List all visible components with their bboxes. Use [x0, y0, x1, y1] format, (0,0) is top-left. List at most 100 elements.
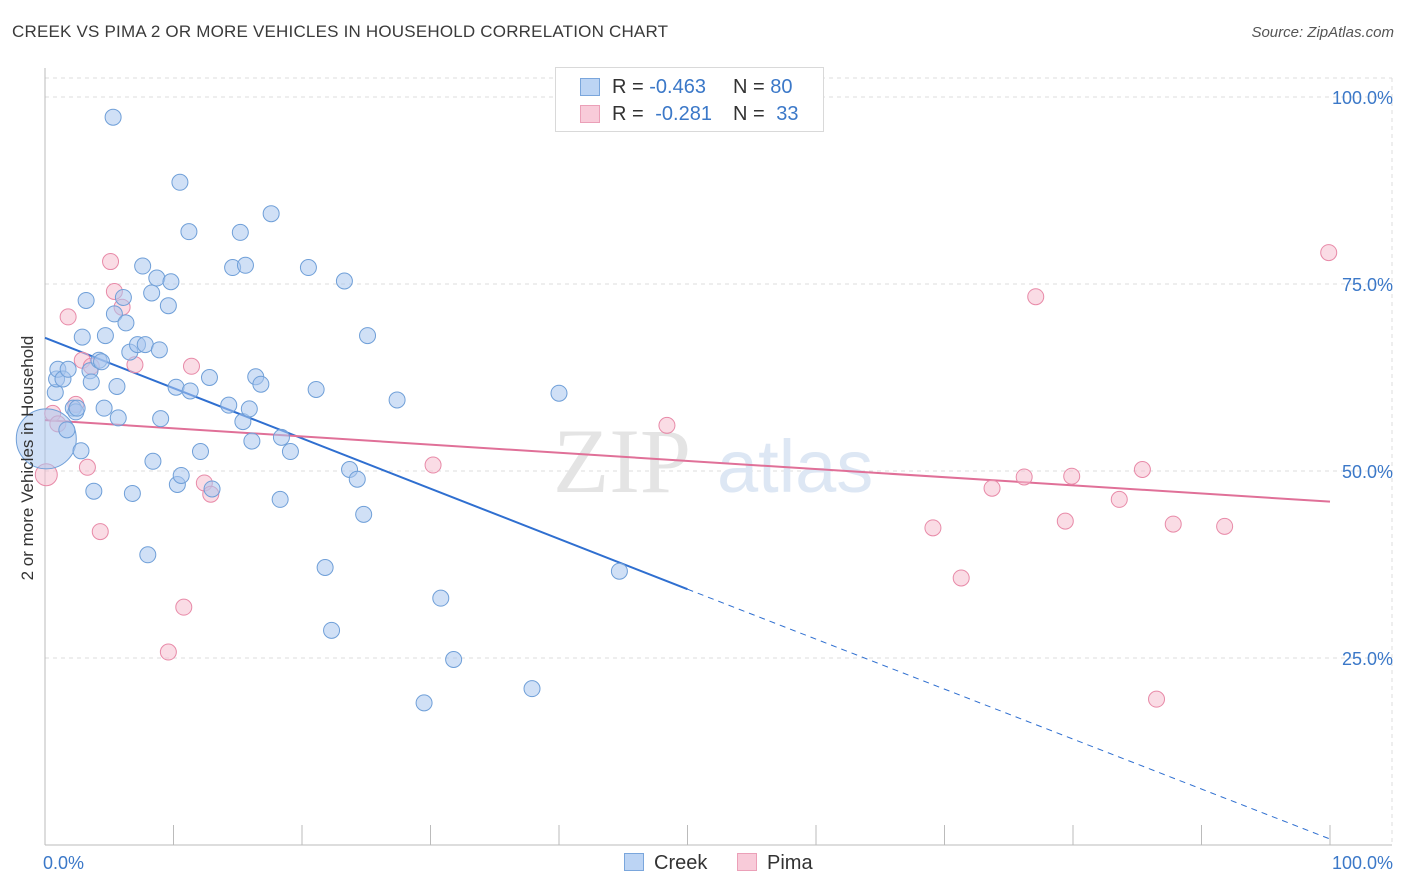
creek-point — [134, 257, 152, 275]
creek-point — [95, 399, 113, 417]
creek-point — [348, 470, 366, 488]
creek-point — [105, 305, 123, 323]
pima-point — [102, 253, 120, 271]
legend-creek-swatch — [624, 853, 644, 871]
y-axis-label: 2 or more Vehicles in Household — [18, 336, 37, 581]
creek-point — [114, 288, 132, 306]
creek-point — [85, 482, 103, 500]
creek-point — [59, 360, 77, 378]
legend-creek-label: Creek — [654, 852, 708, 874]
pima-r-value: -0.281 — [655, 103, 712, 125]
creek-point — [162, 273, 180, 291]
y-tick-label: 75.0% — [1342, 275, 1393, 295]
pima-point — [983, 479, 1001, 497]
creek-point — [220, 396, 238, 414]
creek-point — [432, 589, 450, 607]
creek-point — [143, 284, 161, 302]
pima-r-label: R = — [612, 103, 644, 125]
source-label: Source: ZipAtlas.com — [1251, 24, 1394, 41]
trend-lines — [44, 336, 1331, 840]
creek-point — [159, 297, 177, 315]
creek-point — [68, 399, 86, 417]
tick-labels: 25.0% 50.0% 75.0% 100.0% 0.0% 100.0% — [43, 88, 1393, 873]
legend-pima-swatch — [737, 853, 757, 871]
pima-swatch — [580, 105, 600, 123]
pima-point — [1110, 490, 1128, 508]
stats-legend: R = -0.463 N = 80 R = -0.281 N = 33 — [555, 67, 824, 132]
watermark: ZIP atlas — [553, 410, 873, 512]
pima-point — [924, 519, 942, 537]
creek-point — [271, 490, 289, 508]
creek-n-label: N = — [733, 76, 765, 98]
creek-point — [136, 336, 154, 354]
creek-point — [171, 173, 189, 191]
x-tick-label: 100.0% — [1332, 853, 1393, 873]
creek-point — [523, 680, 541, 698]
creek-point — [307, 380, 325, 398]
creek-point — [415, 694, 433, 712]
creek-point — [610, 562, 628, 580]
creek-point — [152, 410, 170, 428]
creek-point — [172, 466, 190, 484]
creek-point — [272, 428, 290, 446]
creek-point — [203, 480, 221, 498]
pima-point — [175, 598, 193, 616]
creek-point — [243, 432, 261, 450]
creek-point — [148, 269, 166, 287]
creek-point — [445, 650, 463, 668]
creek-point — [316, 558, 334, 576]
legend-item-creek[interactable]: Creek — [624, 852, 707, 875]
creek-point — [139, 546, 157, 564]
pima-point — [59, 308, 77, 326]
creek-n-value: 80 — [770, 76, 793, 98]
creek-swatch — [580, 78, 600, 96]
creek-point — [388, 391, 406, 409]
creek-point — [58, 421, 76, 439]
pima-point — [78, 458, 96, 476]
creek-point — [180, 223, 198, 241]
watermark-atlas: atlas — [717, 425, 873, 508]
creek-point — [236, 256, 254, 274]
creek-point — [181, 382, 199, 400]
creek-point — [335, 272, 353, 290]
creek-r-value: -0.463 — [649, 76, 706, 98]
pima-trend-line — [44, 419, 1331, 503]
creek-r-label: R = — [612, 76, 644, 98]
pima-point — [1133, 461, 1151, 479]
pima-point — [1216, 517, 1234, 535]
y-tick-label: 50.0% — [1342, 462, 1393, 482]
creek-point — [355, 505, 373, 523]
creek-point — [359, 327, 377, 345]
creek-point — [262, 205, 280, 223]
creek-point — [191, 443, 209, 461]
creek-point — [72, 442, 90, 460]
pima-point — [182, 357, 200, 375]
y-tick-label: 100.0% — [1332, 88, 1393, 108]
pima-point — [1148, 690, 1166, 708]
pima-point — [159, 643, 177, 661]
x-tick-label: 0.0% — [43, 853, 84, 873]
pima-point — [1063, 467, 1081, 485]
creek-point — [231, 223, 249, 241]
creek-point — [108, 377, 126, 395]
creek-point — [73, 328, 91, 346]
y-tick-label: 25.0% — [1342, 649, 1393, 669]
legend-pima-label: Pima — [767, 852, 813, 874]
pima-n-label: N = — [733, 103, 765, 125]
pima-point — [658, 416, 676, 434]
creek-point — [123, 484, 141, 502]
creek-point — [109, 409, 127, 427]
creek-point — [144, 452, 162, 470]
pima-points — [34, 244, 1338, 708]
legend-item-pima[interactable]: Pima — [737, 852, 813, 875]
pima-point — [1056, 512, 1074, 530]
pima-n-value: 33 — [776, 103, 799, 125]
pima-point — [1164, 515, 1182, 533]
creek-trend-line — [44, 336, 688, 591]
pima-point — [1027, 288, 1045, 306]
creek-point — [167, 378, 185, 396]
pima-point — [91, 523, 109, 541]
creek-point — [550, 384, 568, 402]
creek-point — [77, 291, 95, 309]
